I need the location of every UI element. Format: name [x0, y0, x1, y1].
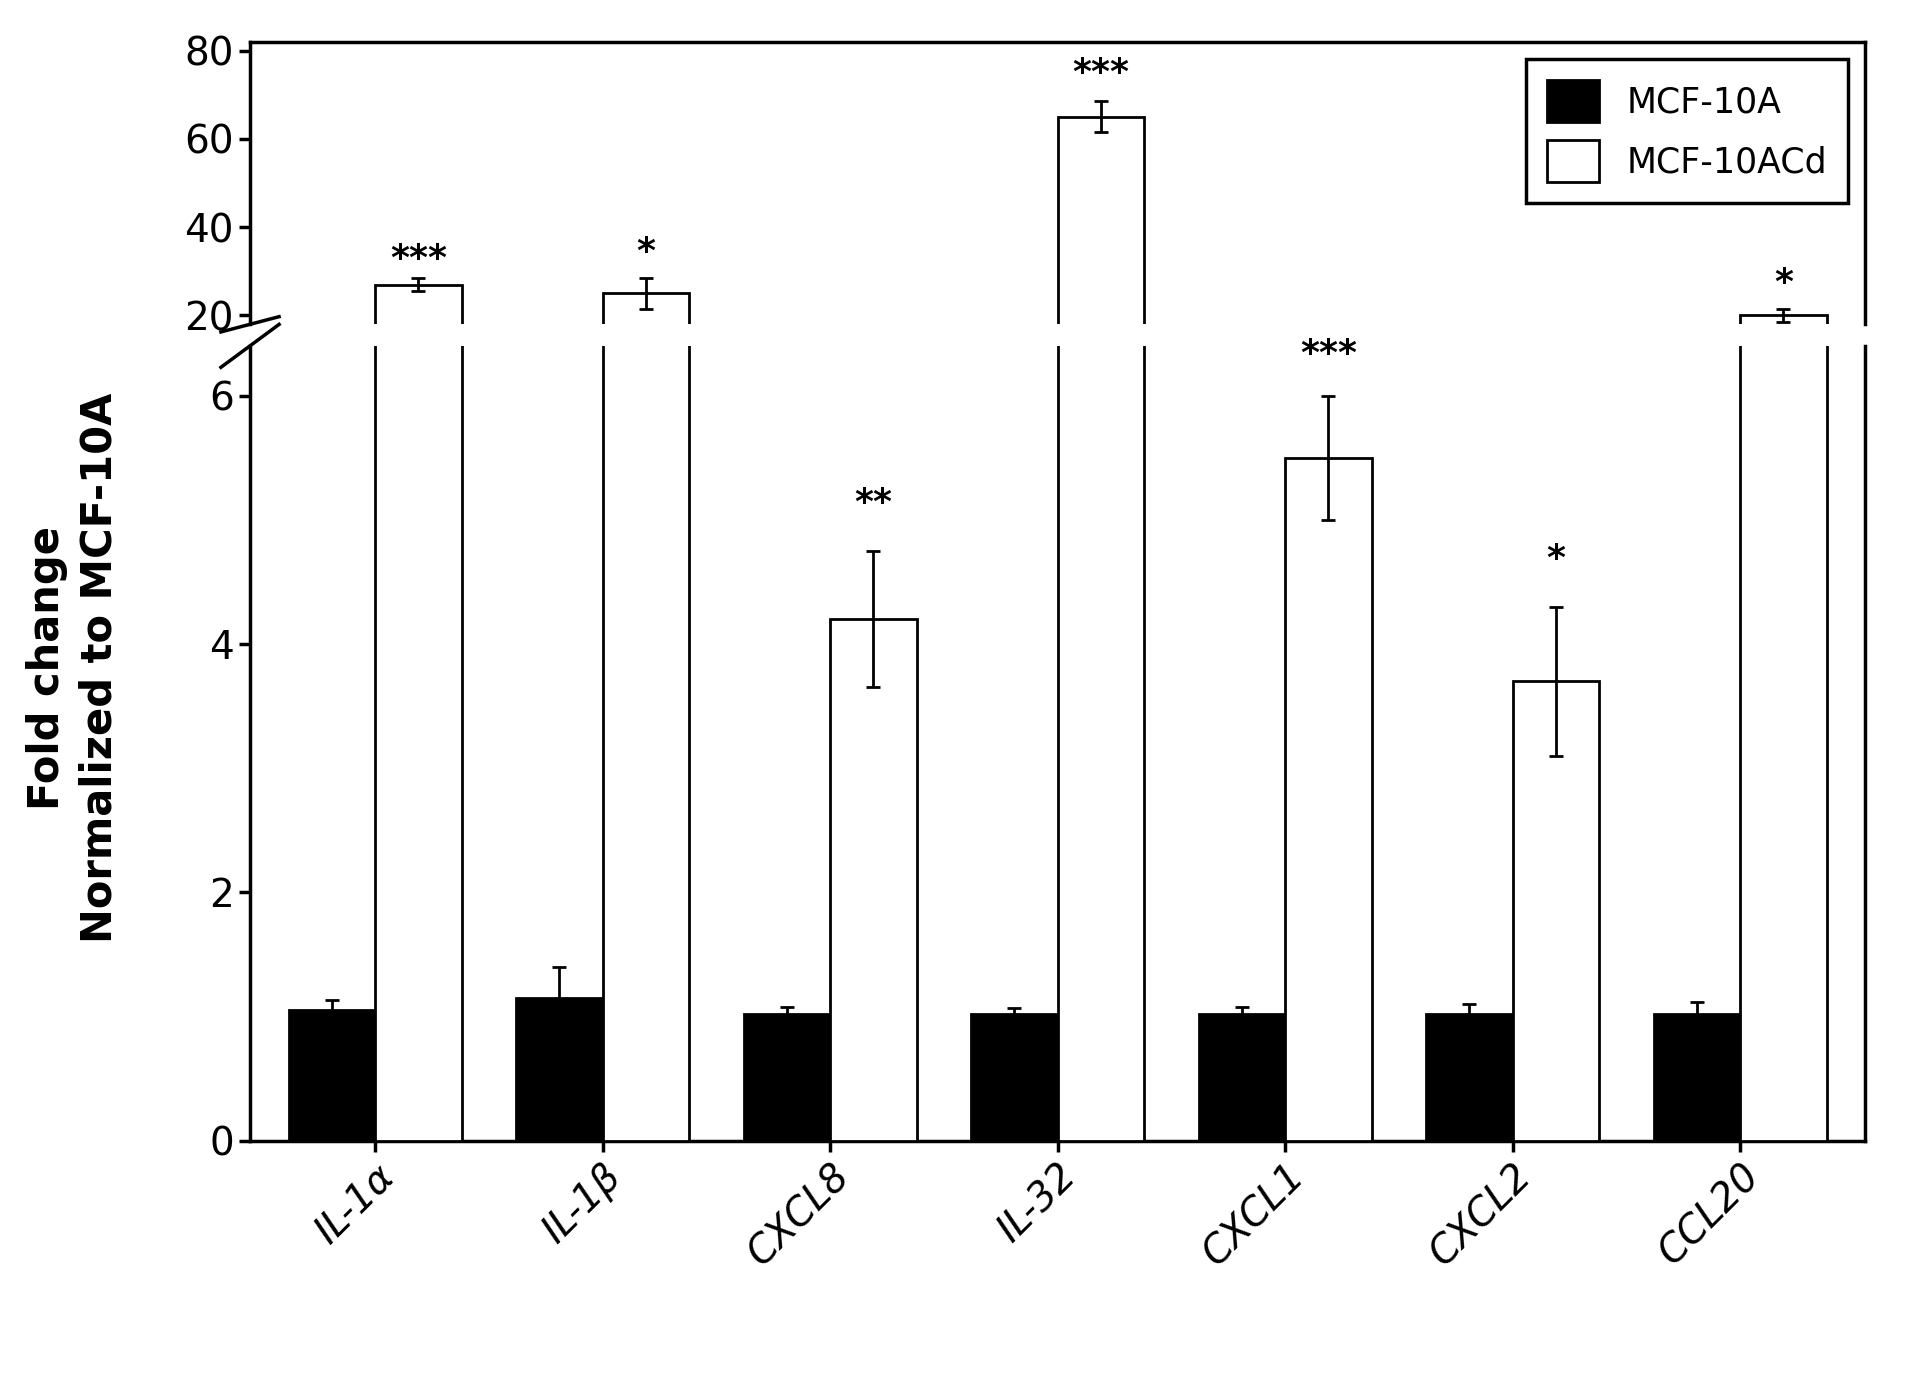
Text: ***: *** — [1073, 56, 1129, 90]
Bar — [744, 1014, 831, 1141]
Bar — [1427, 399, 1513, 403]
Bar — [1198, 1014, 1285, 1141]
Bar — [375, 0, 462, 1141]
Bar — [1285, 380, 1371, 403]
Bar — [288, 399, 375, 403]
Text: ***: *** — [390, 242, 446, 275]
Bar — [288, 1010, 375, 1141]
Text: *: * — [1773, 266, 1792, 300]
Bar — [1058, 117, 1144, 403]
Bar — [1285, 458, 1371, 1141]
Bar — [1740, 316, 1827, 403]
Bar — [375, 285, 462, 403]
Bar — [1654, 1014, 1740, 1141]
Bar — [1513, 682, 1600, 1141]
Bar — [1058, 0, 1144, 1141]
Bar — [971, 399, 1058, 403]
Bar — [744, 399, 831, 403]
Legend: MCF-10A, MCF-10ACd: MCF-10A, MCF-10ACd — [1525, 58, 1848, 203]
Bar — [1427, 1014, 1513, 1141]
Bar — [1740, 0, 1827, 1141]
Bar — [1513, 388, 1600, 403]
Text: Fold change
Normalized to MCF-10A: Fold change Normalized to MCF-10A — [27, 392, 119, 943]
Text: *: * — [637, 235, 656, 268]
Bar — [971, 1014, 1058, 1141]
Text: **: ** — [854, 485, 892, 520]
Bar — [831, 385, 917, 403]
Bar — [515, 997, 602, 1141]
Bar — [1654, 399, 1740, 403]
Bar — [1198, 399, 1285, 403]
Bar — [515, 399, 602, 403]
Bar — [831, 619, 917, 1141]
Bar — [602, 294, 688, 403]
Bar — [602, 0, 688, 1141]
Text: *: * — [1546, 541, 1565, 576]
Text: ***: *** — [1300, 337, 1358, 370]
